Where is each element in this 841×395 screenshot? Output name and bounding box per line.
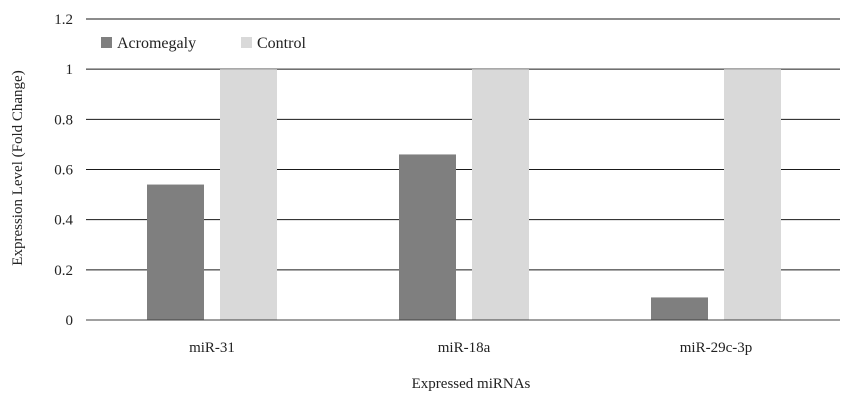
bar-acromegaly-mir-29c-3p <box>651 297 708 320</box>
bar-acromegaly-mir-18a <box>399 154 456 320</box>
legend-swatch-control <box>241 37 252 48</box>
x-tick-labels: miR-31 miR-18a miR-29c-3p <box>189 340 752 356</box>
y-tick-label: 1 <box>66 62 74 78</box>
legend-label-control: Control <box>257 35 306 52</box>
y-tick-labels: 0 0.2 0.4 0.6 0.8 1 1.2 <box>54 12 73 329</box>
y-tick-label: 0.4 <box>54 213 73 229</box>
y-tick-label: 0.2 <box>54 263 73 279</box>
bar-control-mir-29c-3p <box>724 69 781 321</box>
x-axis-label: Expressed miRNAs <box>412 376 531 392</box>
bar-control-mir-18a <box>472 69 529 321</box>
x-tick-label: miR-29c-3p <box>680 340 753 356</box>
bar-control-mir-31 <box>220 69 277 321</box>
bars <box>86 69 840 321</box>
x-tick-label: miR-31 <box>189 340 235 356</box>
y-axis-label: Expression Level (Fold Change) <box>10 70 26 265</box>
y-tick-label: 1.2 <box>54 12 73 28</box>
legend-swatch-acromegaly <box>101 37 112 48</box>
y-tick-label: 0 <box>66 313 74 329</box>
y-tick-label: 0.8 <box>54 112 73 128</box>
bar-acromegaly-mir-31 <box>147 184 204 320</box>
y-tick-label: 0.6 <box>54 163 73 179</box>
gridlines <box>86 18 840 321</box>
x-tick-label: miR-18a <box>438 340 491 356</box>
legend-label-acromegaly: Acromegaly <box>117 35 196 52</box>
legend: Acromegaly Control <box>101 35 306 52</box>
